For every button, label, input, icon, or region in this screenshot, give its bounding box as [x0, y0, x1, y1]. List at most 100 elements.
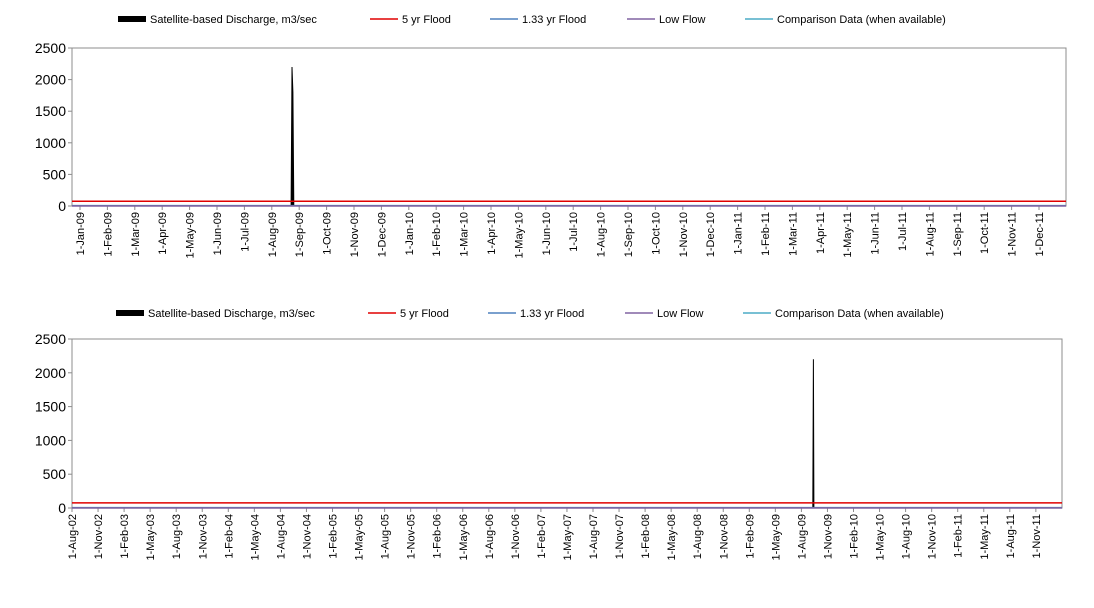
legend-label: Low Flow: [659, 14, 706, 26]
x-tick-label: 1-Feb-10: [849, 514, 861, 559]
x-tick-label: 1-Jan-09: [75, 212, 87, 255]
legend-item-5-yr-flood: 5 yr Flood: [370, 14, 451, 26]
x-tick-label: 1-May-07: [562, 514, 574, 560]
x-tick-label: 1-Feb-04: [223, 514, 235, 559]
x-tick-label: 1-Apr-10: [486, 212, 498, 255]
x-tick-label: 1-Mar-11: [787, 212, 799, 256]
legend-label: Satellite-based Discharge, m3/sec: [148, 308, 315, 320]
plot-area: [71, 47, 1067, 207]
x-tick-label: 1-Jun-11: [870, 212, 882, 255]
x-tick-label: 1-May-06: [458, 514, 470, 560]
legend-label: 5 yr Flood: [402, 14, 451, 26]
legend-swatch: [118, 16, 146, 22]
chart-2: Satellite-based Discharge, m3/sec 5 yr Fl…: [35, 308, 1063, 560]
x-tick-label: 1-Feb-07: [536, 514, 548, 559]
x-tick-label: 1-Nov-04: [301, 514, 313, 559]
x-tick-label: 1-Feb-06: [432, 514, 444, 559]
y-tick-label: 2500: [35, 40, 66, 56]
x-tick-label: 1-Jun-09: [212, 212, 224, 255]
x-tick-label: 1-Dec-11: [1034, 212, 1046, 256]
x-tick-label: 1-Nov-10: [678, 212, 690, 257]
x-tick-label: 1-Feb-05: [328, 514, 340, 559]
x-tick-label: 1-Oct-11: [979, 212, 991, 254]
x-tick-label: 1-Nov-11: [1007, 212, 1019, 256]
x-tick-label: 1-May-03: [145, 514, 157, 560]
legend-item-comparison-data-when-available: Comparison Data (when available): [743, 308, 944, 320]
x-tick-label: 1-Jul-11: [897, 212, 909, 251]
x-tick-label: 1-Jun-10: [541, 212, 553, 255]
x-tick-label: 1-Sep-09: [294, 212, 306, 257]
x-tick-label: 1-May-05: [354, 514, 366, 560]
legend-label: Comparison Data (when available): [775, 308, 944, 320]
x-tick-label: 1-Nov-10: [927, 514, 939, 559]
x-tick-label: 1-Dec-09: [376, 212, 388, 257]
x-tick-label: 1-Mar-10: [459, 212, 471, 257]
x-tick-label: 1-Aug-08: [692, 514, 704, 559]
legend-label: Satellite-based Discharge, m3/sec: [150, 14, 317, 26]
x-tick-label: 1-Nov-11: [1031, 514, 1043, 558]
x-tick-label: 1-Feb-10: [431, 212, 443, 257]
legend-label: Comparison Data (when available): [777, 14, 946, 26]
x-tick-label: 1-Nov-07: [614, 514, 626, 559]
legend-item-1-33-yr-flood: 1.33 yr Flood: [490, 14, 586, 26]
x-tick-label: 1-Aug-03: [171, 514, 183, 559]
y-tick-label: 500: [43, 466, 67, 482]
y-tick-label: 0: [58, 198, 66, 214]
x-tick-label: 1-Nov-05: [406, 514, 418, 559]
x-tick-label: 1-Apr-11: [815, 212, 827, 254]
x-tick-label: 1-Aug-10: [901, 514, 913, 559]
x-tick-label: 1-Aug-04: [275, 514, 287, 559]
x-tick-label: 1-Feb-11: [953, 514, 965, 558]
legend-item-low-flow: Low Flow: [627, 14, 706, 26]
x-tick-label: 1-Aug-06: [484, 514, 496, 559]
x-tick-label: 1-Feb-11: [760, 212, 772, 256]
x-tick-label: 1-Dec-10: [705, 212, 717, 257]
x-tick-label: 1-Jan-11: [733, 212, 745, 255]
legend-label: 1.33 yr Flood: [520, 308, 584, 320]
x-tick-label: 1-Feb-09: [744, 514, 756, 559]
x-tick-label: 1-Feb-09: [102, 212, 114, 257]
x-tick-label: 1-Aug-09: [796, 514, 808, 559]
x-tick-label: 1-Nov-03: [197, 514, 209, 559]
legend-label: Low Flow: [657, 308, 704, 320]
x-tick-label: 1-Oct-10: [650, 212, 662, 255]
y-tick-label: 2000: [35, 365, 66, 381]
legend-label: 5 yr Flood: [400, 308, 449, 320]
y-tick-label: 1500: [35, 103, 66, 119]
y-tick-label: 0: [58, 500, 66, 516]
x-tick-label: 1-Nov-06: [510, 514, 522, 559]
x-tick-label: 1-May-11: [979, 514, 991, 560]
x-tick-label: 1-Oct-09: [322, 212, 334, 255]
x-tick-label: 1-Nov-09: [349, 212, 361, 257]
y-tick-label: 2500: [35, 331, 66, 347]
chart-1: Satellite-based Discharge, m3/sec 5 yr Fl…: [35, 14, 1067, 258]
x-tick-label: 1-Aug-02: [67, 514, 79, 559]
x-tick-label: 1-May-09: [770, 514, 782, 560]
series-satellite-based-discharge-m3-sec: [812, 359, 815, 509]
legend-item-1-33-yr-flood: 1.33 yr Flood: [488, 308, 584, 320]
y-tick-label: 2000: [35, 72, 66, 88]
series-satellite-based-discharge-m3-sec: [290, 66, 295, 207]
x-tick-label: 1-Aug-11: [1005, 514, 1017, 558]
legend-item-comparison-data-when-available: Comparison Data (when available): [745, 14, 946, 26]
y-tick-label: 1000: [35, 432, 66, 448]
legend-item-satellite-based-discharge-m3-sec: Satellite-based Discharge, m3/sec: [118, 14, 317, 26]
y-tick-label: 1000: [35, 135, 66, 151]
x-tick-label: 1-Aug-05: [380, 514, 392, 559]
plot-area: [71, 338, 1063, 509]
x-tick-label: 1-May-11: [842, 212, 854, 258]
x-tick-label: 1-May-04: [249, 514, 261, 560]
x-tick-label: 1-Feb-08: [640, 514, 652, 559]
x-tick-label: 1-Aug-07: [588, 514, 600, 559]
legend-item-5-yr-flood: 5 yr Flood: [368, 308, 449, 320]
y-tick-label: 500: [43, 166, 67, 182]
legend-item-satellite-based-discharge-m3-sec: Satellite-based Discharge, m3/sec: [116, 308, 315, 320]
x-tick-label: 1-Sep-11: [952, 212, 964, 256]
x-tick-label: 1-Nov-02: [93, 514, 105, 559]
legend-label: 1.33 yr Flood: [522, 14, 586, 26]
x-tick-label: 1-May-09: [185, 212, 197, 258]
x-tick-label: 1-Jan-10: [404, 212, 416, 255]
x-tick-label: 1-Sep-10: [623, 212, 635, 257]
x-tick-label: 1-Feb-03: [119, 514, 131, 559]
